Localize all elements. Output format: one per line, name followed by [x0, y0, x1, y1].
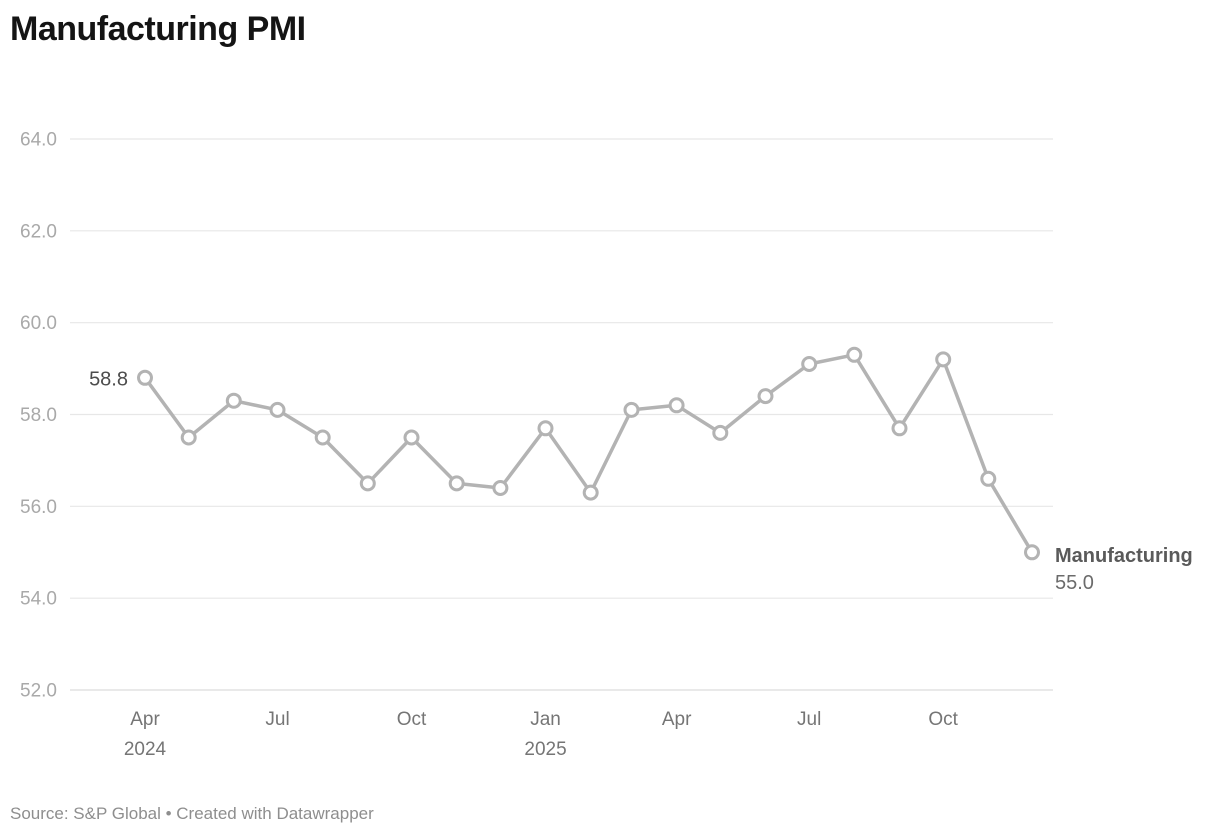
- data-point-marker: [537, 420, 554, 437]
- data-point-marker: [225, 392, 242, 409]
- x-axis-tick-label: Oct: [928, 709, 958, 730]
- x-axis-tick-label: Jul: [797, 709, 821, 730]
- y-axis-tick-label: 54.0: [20, 589, 57, 610]
- data-point-marker: [846, 346, 863, 363]
- x-axis-tick-year-label: 2025: [524, 739, 566, 760]
- y-axis-tick-label: 52.0: [20, 681, 57, 702]
- data-point-marker: [314, 429, 331, 446]
- y-axis-tick-label: 58.0: [20, 405, 57, 426]
- data-point-marker: [712, 424, 729, 441]
- x-axis-tick-label: Jul: [265, 709, 289, 730]
- data-point-marker: [757, 388, 774, 405]
- x-axis-tick-label: Jan: [530, 709, 561, 730]
- first-point-value-label: 58.8: [89, 368, 128, 390]
- x-axis-tick-label: Oct: [397, 709, 427, 730]
- data-point-marker: [269, 401, 286, 418]
- data-point-marker: [935, 351, 952, 368]
- data-point-marker: [492, 480, 509, 496]
- manufacturing-line-series: [143, 353, 1034, 555]
- data-point-marker: [403, 429, 420, 446]
- data-point-marker: [980, 470, 997, 487]
- data-point-marker: [180, 429, 197, 446]
- y-axis-tick-label: 56.0: [20, 497, 57, 518]
- chart-title: Manufacturing PMI: [10, 10, 306, 48]
- series-end-label-value: 55.0: [1055, 572, 1094, 594]
- x-axis-tick-label: Apr: [662, 709, 692, 730]
- series-end-label-name: Manufacturing: [1055, 545, 1193, 567]
- data-point-marker: [448, 475, 465, 492]
- data-point-marker: [668, 397, 685, 414]
- data-point-marker: [1024, 544, 1040, 561]
- source-footer: Source: S&P Global • Created with Datawr…: [10, 804, 374, 823]
- data-point-marker: [359, 475, 376, 492]
- x-axis-tick-year-label: 2024: [124, 739, 167, 760]
- x-axis-tick-label: Apr: [130, 709, 160, 730]
- y-axis-tick-label: 62.0: [20, 221, 57, 242]
- y-axis-tick-label: 60.0: [20, 313, 57, 334]
- data-point-marker: [623, 401, 640, 418]
- data-point-marker: [582, 484, 599, 501]
- data-point-marker: [801, 356, 818, 372]
- data-point-marker: [891, 420, 908, 437]
- y-axis-tick-label: 64.0: [20, 130, 57, 151]
- data-point-marker: [137, 369, 153, 386]
